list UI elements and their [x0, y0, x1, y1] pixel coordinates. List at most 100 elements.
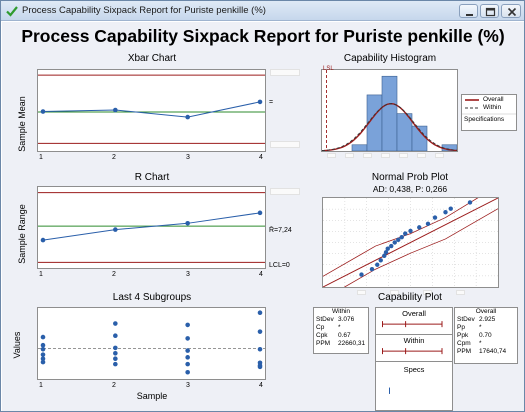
stat-row: Ppk 0.70 — [457, 332, 492, 339]
subgroup-point — [40, 334, 46, 340]
close-icon — [507, 7, 517, 17]
xbar-x-tick: 2 — [112, 154, 116, 161]
npp-point — [403, 231, 408, 236]
histogram-bar — [351, 144, 368, 151]
histogram-x-tick — [399, 153, 408, 158]
r-center-label: R̄=7,24 — [269, 227, 292, 234]
subgroups-x-tick: 4 — [259, 382, 263, 389]
within-curve — [322, 103, 457, 151]
xbar-point — [40, 109, 46, 114]
npp-x-tick — [390, 290, 399, 295]
xbar-plot-area — [38, 74, 265, 144]
r-point — [113, 227, 118, 232]
r-point — [257, 210, 263, 216]
subgroup-point — [257, 310, 263, 316]
npp-point — [425, 221, 431, 227]
npp-point — [375, 262, 380, 267]
r-x-tick: 1 — [39, 271, 43, 278]
histogram-bar — [381, 75, 398, 151]
histogram-x-tick — [327, 153, 336, 158]
npp-point — [359, 272, 364, 277]
specs-interval-panel: Specs — [375, 361, 453, 411]
stat-row: Cpm * — [457, 340, 482, 347]
within-interval-plot — [382, 348, 443, 355]
npp-x-tick — [423, 290, 432, 295]
subgroup-point — [113, 345, 118, 351]
subgroup-point — [185, 348, 190, 353]
lsl-label: LSL — [323, 66, 334, 72]
histogram-plot-area — [322, 70, 457, 151]
subgroup-point — [257, 364, 263, 370]
npp-point — [382, 253, 387, 259]
minimize-icon — [466, 14, 473, 16]
subgroup-point — [185, 322, 190, 328]
subgroup-point — [113, 361, 118, 367]
capability-plot-title: Capability Plot — [378, 292, 442, 303]
r-y-label: Sample Range — [17, 204, 27, 264]
stat-row: Cp * — [316, 324, 341, 331]
title-bar[interactable]: Process Capability Sixpack Report for Pu… — [1, 1, 524, 21]
capability-histogram — [321, 69, 458, 152]
npp-point — [443, 210, 448, 215]
npp-point — [383, 250, 389, 255]
histogram-x-tick — [345, 153, 354, 158]
subgroup-point — [113, 321, 118, 326]
overall-stats-header: Overall — [475, 308, 497, 315]
legend-within: Within — [483, 104, 502, 111]
r-x-tick: 4 — [259, 271, 263, 278]
overall-interval-plot — [382, 321, 443, 328]
subgroup-point — [40, 342, 46, 348]
maximize-button[interactable] — [480, 4, 499, 18]
subgroups-title: Last 4 Subgroups — [112, 292, 192, 303]
xbar-point — [185, 114, 190, 120]
subgroup-point — [113, 333, 118, 339]
xbar-point — [257, 99, 263, 105]
stat-row: StDev 3.076 — [316, 316, 355, 323]
histogram-x-tick — [435, 153, 444, 158]
subgroups-x-tick: 3 — [186, 382, 190, 389]
stat-row: Cpk 0.67 — [316, 332, 351, 339]
report-canvas: Process Capability Sixpack Report for Pu… — [2, 22, 524, 411]
xbar-point — [113, 107, 118, 113]
npp-point — [389, 243, 394, 249]
npp-point — [378, 258, 383, 263]
maximize-icon — [485, 7, 496, 17]
stat-row: StDev 2.925 — [457, 316, 496, 323]
subgroup-point — [113, 356, 118, 362]
r-point — [40, 237, 46, 243]
overall-stats-box: Overall StDev 2.925 Pp * Ppk 0.70 Cpm * PPM 1… — [454, 307, 518, 364]
subgroups-plot-area — [38, 310, 265, 375]
legend-swatches — [462, 99, 516, 115]
xbar-x-tick: 4 — [259, 154, 263, 161]
subgroup-point — [185, 336, 190, 341]
subgroup-point — [257, 346, 263, 352]
close-button[interactable] — [501, 4, 521, 18]
npp-point — [369, 267, 375, 272]
npp-point — [417, 225, 422, 230]
stat-row: PPM 22660,31 — [316, 340, 366, 347]
npp-point — [396, 237, 401, 243]
npp-x-tick — [456, 290, 465, 295]
overall-interval-panel: Overall — [375, 307, 453, 335]
histogram-title: Capability Histogram — [343, 53, 437, 64]
r-ucl-label — [270, 188, 300, 195]
subgroup-point — [185, 369, 190, 375]
minimize-button[interactable] — [459, 4, 478, 18]
within-stats-header: Within — [331, 308, 351, 315]
histogram-legend — [461, 94, 517, 131]
overall-interval-title: Overall — [402, 309, 426, 318]
npp-point — [392, 240, 397, 245]
r-point — [185, 221, 190, 226]
normal-prob-plot — [322, 197, 499, 288]
subgroup-point — [113, 351, 118, 356]
npp-point — [399, 234, 404, 240]
subgroups-chart — [37, 307, 266, 380]
specs-interval-plot — [389, 387, 390, 394]
r-lcl-label: LCL=0 — [269, 262, 290, 269]
npp-point — [408, 228, 413, 234]
within-interval-panel: Within — [375, 334, 453, 362]
r-chart — [37, 186, 266, 269]
subgroup-point — [40, 359, 46, 365]
subgroup-point — [40, 356, 46, 362]
